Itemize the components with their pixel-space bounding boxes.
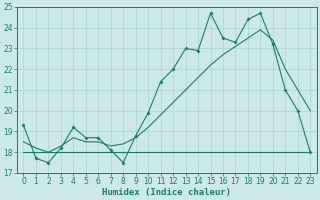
- X-axis label: Humidex (Indice chaleur): Humidex (Indice chaleur): [102, 188, 231, 197]
